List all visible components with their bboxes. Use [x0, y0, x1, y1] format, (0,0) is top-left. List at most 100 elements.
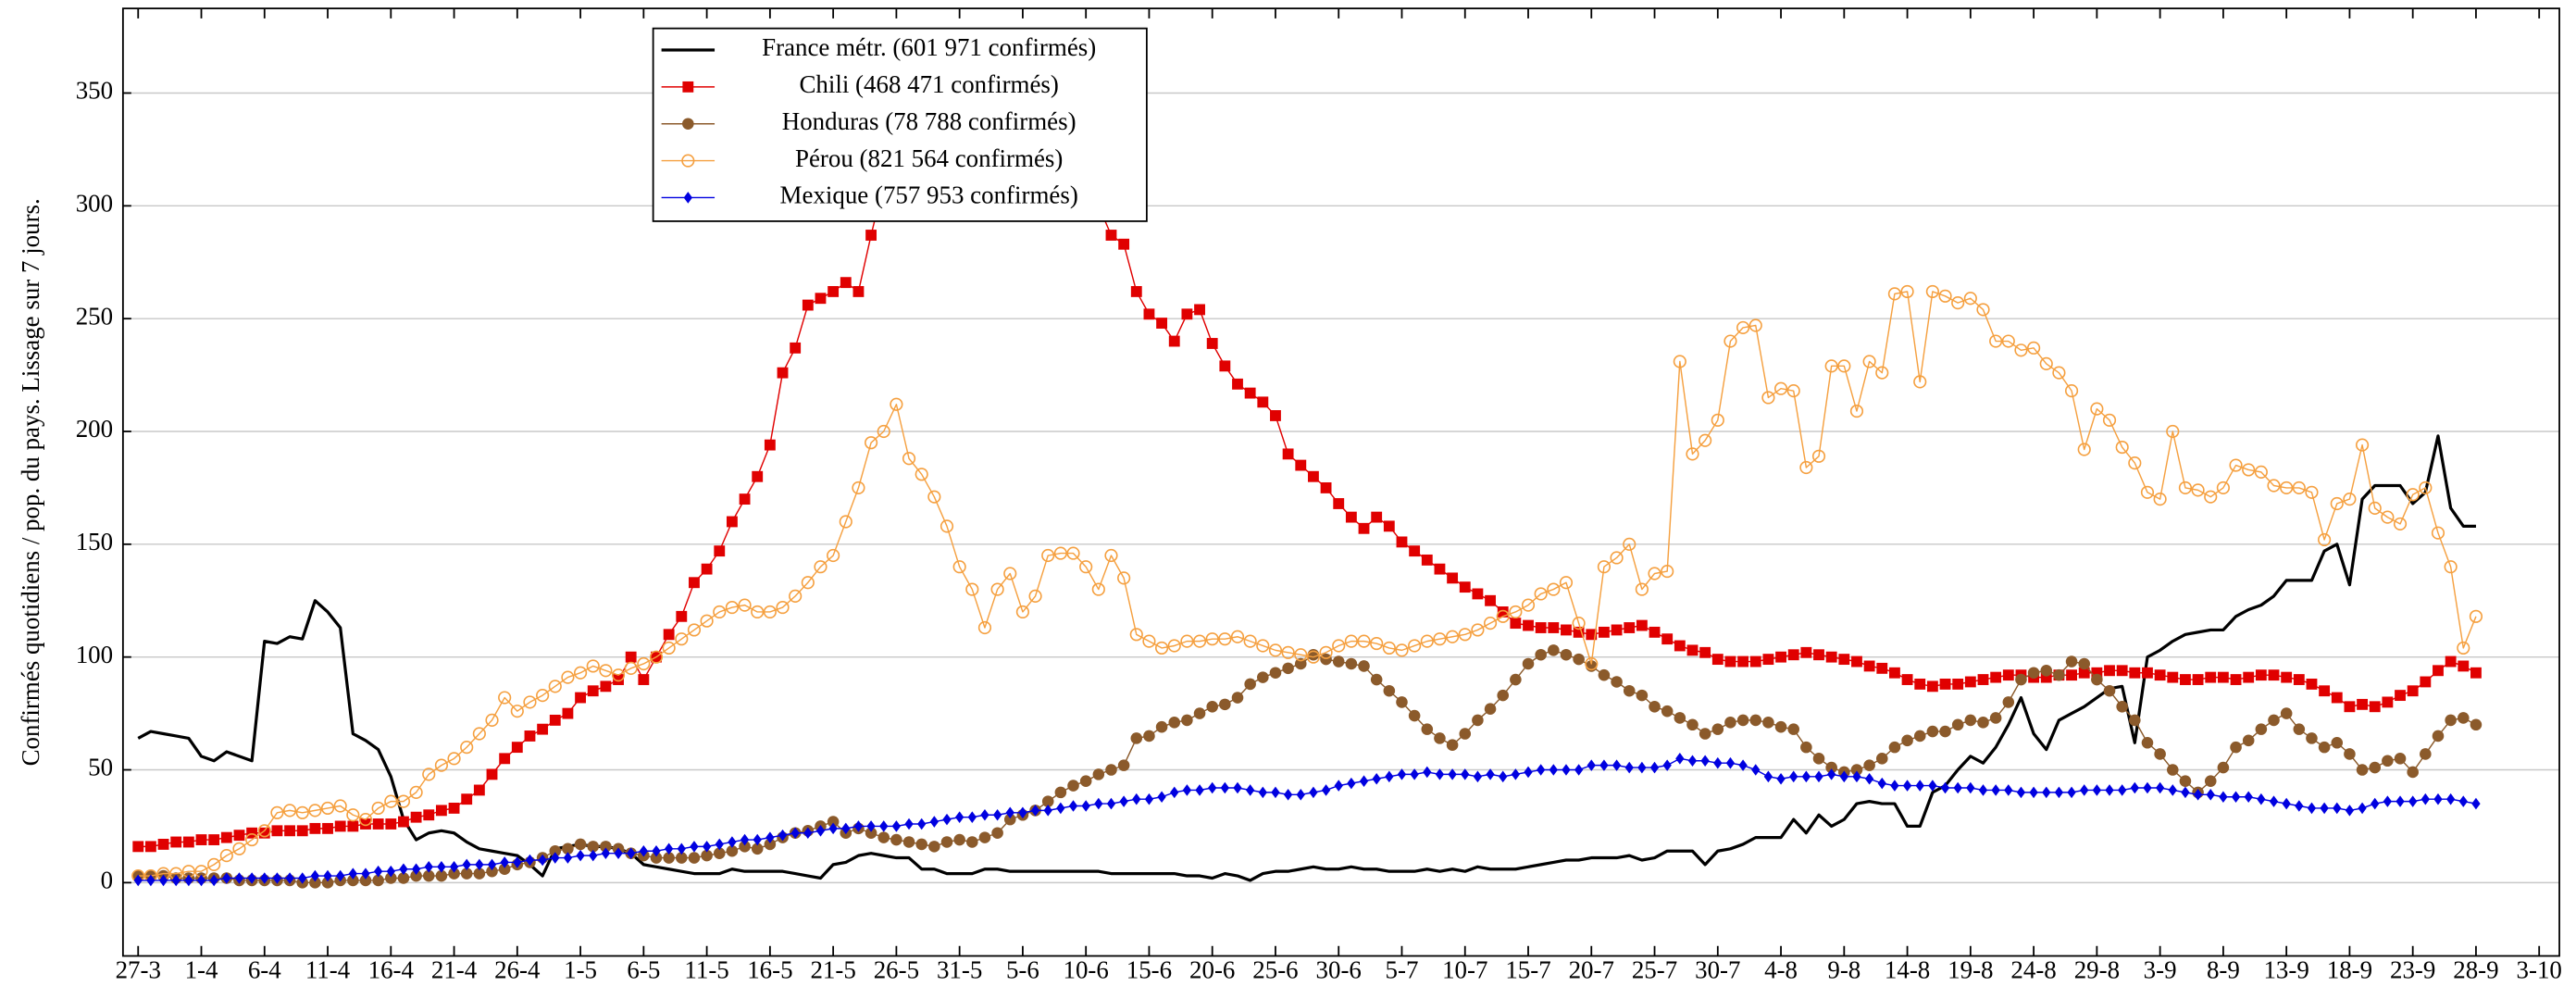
- point: [764, 838, 777, 851]
- point: [2141, 736, 2154, 749]
- point: [1801, 770, 1811, 783]
- point: [728, 836, 737, 848]
- y-tick-label: 150: [76, 528, 113, 555]
- point: [1015, 605, 1030, 619]
- x-tick-label: 6-5: [627, 956, 660, 984]
- point: [2166, 424, 2180, 439]
- point: [473, 784, 485, 796]
- point: [1561, 624, 1572, 636]
- point: [2268, 669, 2280, 681]
- plot-area: [131, 73, 2483, 889]
- point: [2129, 714, 2141, 727]
- point: [1964, 676, 1976, 688]
- x-tick-label: 11-5: [684, 956, 728, 984]
- point: [1270, 410, 1281, 421]
- point: [386, 865, 395, 878]
- point: [1711, 654, 1724, 666]
- point: [977, 620, 992, 635]
- point: [1649, 700, 1661, 713]
- legend-label: Honduras (78 788 confirmés): [782, 107, 1076, 135]
- point: [222, 872, 231, 884]
- point: [1624, 761, 1634, 774]
- x-tick-label: 28-9: [2453, 956, 2498, 984]
- y-tick-label: 50: [88, 754, 113, 781]
- point: [627, 847, 636, 859]
- point: [2027, 341, 2041, 355]
- point: [1812, 753, 1825, 765]
- point: [853, 820, 864, 832]
- point: [1271, 786, 1280, 799]
- point: [448, 867, 460, 880]
- point: [1347, 777, 1356, 790]
- point: [586, 659, 600, 673]
- point: [1018, 806, 1027, 819]
- x-tick-label: 20-6: [1189, 956, 1235, 984]
- point: [2116, 665, 2128, 677]
- point: [1130, 286, 1142, 297]
- point: [614, 847, 623, 859]
- legend-entry: Mexique (757 953 confirmés): [661, 181, 1078, 209]
- point: [751, 605, 765, 619]
- point: [486, 768, 498, 780]
- point: [1132, 793, 1141, 805]
- point: [1496, 609, 1510, 623]
- x-tick-label: 15-6: [1126, 956, 1172, 984]
- point: [1787, 649, 1799, 661]
- point: [2128, 456, 2142, 470]
- point: [2393, 517, 2408, 531]
- point: [1989, 334, 2003, 348]
- point: [1232, 378, 1243, 390]
- point: [915, 468, 928, 481]
- point: [499, 753, 511, 765]
- x-tick-label: 25-6: [1252, 956, 1298, 984]
- point: [2420, 748, 2432, 760]
- point: [1964, 714, 1977, 727]
- point: [1825, 651, 1837, 663]
- point: [2104, 665, 2115, 677]
- point: [2433, 665, 2444, 677]
- point: [625, 651, 637, 663]
- point: [220, 831, 232, 843]
- point: [1977, 717, 1989, 729]
- point: [447, 752, 461, 766]
- point: [1900, 284, 1914, 299]
- point: [738, 598, 752, 612]
- point: [2407, 685, 2419, 697]
- point: [347, 820, 359, 832]
- point: [1547, 582, 1561, 596]
- point: [2281, 671, 2293, 683]
- point: [802, 299, 814, 311]
- point: [2090, 402, 2104, 416]
- point: [1257, 396, 1269, 408]
- point: [2154, 748, 2166, 760]
- point: [2054, 786, 2064, 799]
- point: [1787, 723, 1799, 735]
- point: [437, 861, 446, 873]
- point: [866, 820, 876, 832]
- x-tick-label: 10-6: [1063, 956, 1108, 984]
- point: [752, 470, 764, 482]
- legend-entry: Pérou (821 564 confirmés): [661, 144, 1063, 172]
- point: [461, 793, 473, 805]
- point: [1193, 707, 1206, 719]
- point: [1521, 598, 1536, 612]
- point: [1269, 667, 1282, 680]
- x-tick-label: 21-5: [810, 956, 855, 984]
- point: [2469, 609, 2483, 623]
- point: [1635, 582, 1649, 596]
- point: [422, 768, 436, 781]
- point: [599, 664, 613, 678]
- point: [1637, 761, 1647, 774]
- point: [600, 680, 612, 693]
- point: [1775, 651, 1786, 663]
- point: [285, 872, 294, 884]
- point: [2230, 674, 2242, 685]
- legend-label: Mexique (757 953 confirmés): [780, 181, 1078, 209]
- point: [662, 641, 676, 655]
- point: [1421, 554, 1433, 566]
- point: [967, 811, 977, 823]
- point: [624, 661, 638, 675]
- point: [2229, 458, 2243, 472]
- point: [385, 872, 397, 884]
- point: [2243, 671, 2255, 683]
